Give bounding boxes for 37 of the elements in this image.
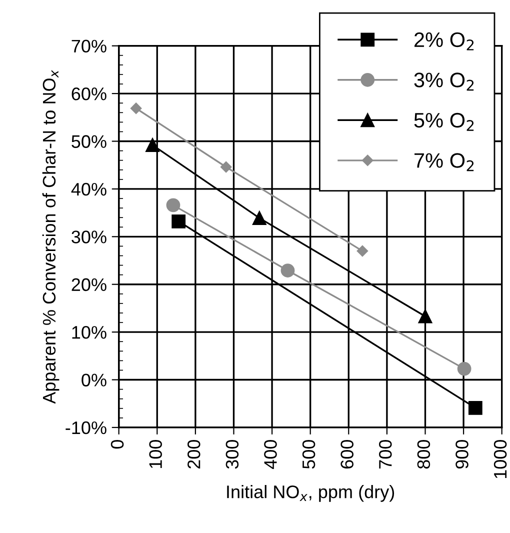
point bbox=[280, 264, 295, 278]
point bbox=[172, 214, 186, 228]
y-tick-label: 0% bbox=[82, 374, 106, 386]
y-tick-label: 20% bbox=[72, 278, 106, 292]
y-tick-label: 60% bbox=[72, 87, 106, 100]
y-tick-label: 50% bbox=[72, 135, 106, 148]
point bbox=[356, 245, 368, 257]
legend-label: 7% O$_{2}$ bbox=[414, 153, 474, 172]
x-tick-label: 1000 bbox=[494, 440, 507, 478]
point bbox=[166, 198, 180, 212]
x-tick-label: 300 bbox=[226, 440, 239, 469]
x-tick-label: 500 bbox=[302, 440, 316, 469]
point bbox=[130, 102, 142, 114]
point bbox=[146, 138, 160, 152]
x-tick-label: 0 bbox=[110, 440, 124, 449]
x-tick-label: 100 bbox=[149, 440, 162, 468]
y-tick-label: 70% bbox=[72, 40, 106, 53]
point bbox=[468, 400, 482, 415]
x-tick-label: 400 bbox=[264, 440, 277, 469]
y-tick-label: 40% bbox=[71, 182, 106, 196]
x-tick-label: 200 bbox=[187, 440, 200, 468]
point bbox=[252, 211, 266, 225]
point bbox=[418, 309, 432, 324]
x-tick-label: 900 bbox=[456, 440, 468, 469]
x-tick-label: 700 bbox=[379, 440, 392, 468]
legend-label: 3% O$_{2}$ bbox=[414, 72, 474, 91]
x-tick-label: 600 bbox=[340, 440, 354, 468]
point bbox=[220, 161, 232, 173]
legend-label: 5% O$_{2}$ bbox=[414, 112, 474, 131]
x-tick-label: 800 bbox=[417, 440, 430, 469]
y-tick-label: 10% bbox=[72, 326, 106, 339]
y-tick-label: 30% bbox=[72, 230, 106, 244]
y-axis-title: Apparent % Conversion of Char-N to NO$_{x}$ bbox=[42, 70, 60, 404]
y-tick-label: -10% bbox=[66, 421, 106, 434]
point bbox=[457, 362, 472, 376]
x-axis-title: Initial NO$_{x}$, ppm (dry) bbox=[227, 484, 394, 502]
legend-label: 2% O$_{2}$ bbox=[414, 32, 474, 50]
